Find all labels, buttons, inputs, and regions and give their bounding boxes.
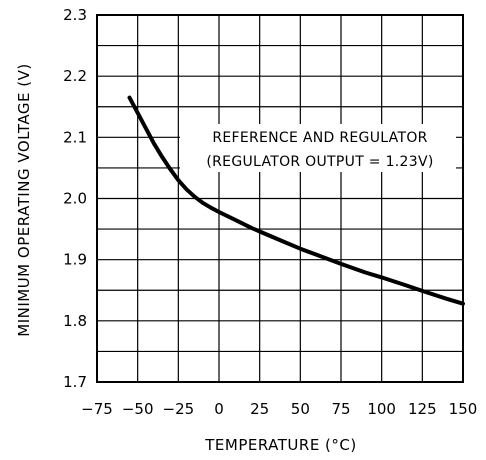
series-line [127, 95, 465, 306]
series [127, 95, 465, 306]
y-tick-label: 1.7 [63, 373, 87, 391]
y-tick-label: 2.0 [63, 190, 87, 208]
x-tick-label: 75 [331, 400, 350, 418]
y-tick-labels: 1.7 1.8 1.9 2.0 2.1 2.2 2.3 [63, 6, 87, 391]
y-tick-label: 1.8 [63, 312, 87, 330]
y-tick-label: 2.2 [63, 67, 87, 85]
annotation-background [180, 124, 456, 172]
annotation-line-2: (REGULATOR OUTPUT = 1.23V) [206, 154, 433, 170]
annotation-line-1: REFERENCE AND REGULATOR [212, 130, 427, 146]
x-tick-labels: −75 −50 −25 0 25 50 75 100 125 150 [81, 400, 477, 418]
x-tick-label: 50 [291, 400, 310, 418]
plot-area [96, 14, 464, 383]
y-axis-label: MINIMUM OPERATING VOLTAGE (V) [15, 63, 33, 337]
y-tick-label: 2.3 [63, 6, 87, 24]
x-tick-label: 25 [250, 400, 269, 418]
y-tick-label: 2.1 [63, 128, 87, 146]
y-tick-label: 1.9 [63, 251, 87, 269]
x-tick-label: −25 [163, 400, 195, 418]
x-tick-label: −50 [122, 400, 154, 418]
x-tick-label: 125 [408, 400, 437, 418]
x-tick-label: −75 [81, 400, 113, 418]
grid [97, 15, 463, 382]
x-tick-label: 0 [214, 400, 224, 418]
x-tick-label: 100 [367, 400, 396, 418]
x-tick-label: 150 [449, 400, 478, 418]
x-axis-label: TEMPERATURE (°C) [204, 436, 357, 454]
